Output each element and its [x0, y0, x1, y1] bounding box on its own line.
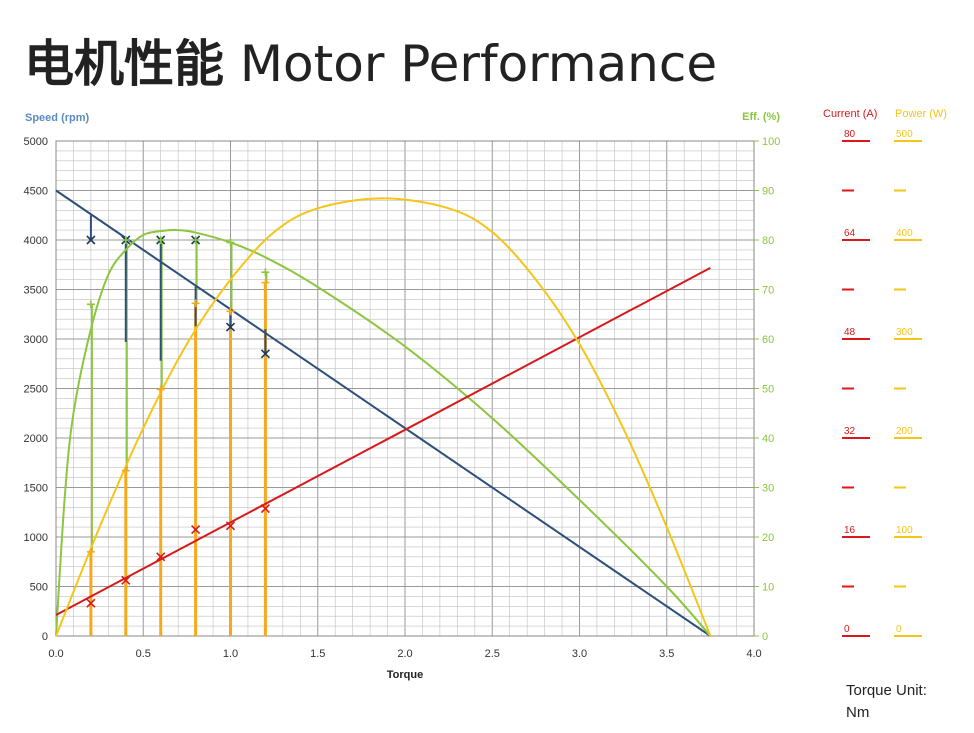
power-marker	[86, 547, 95, 556]
x-tick-label: 1.0	[223, 648, 238, 660]
current-tick-label: 48	[844, 327, 856, 338]
power-tick-label: 200	[896, 426, 913, 437]
series-lines	[55, 189, 712, 637]
power-marker	[226, 307, 235, 316]
efficiency-tick-label: 70	[762, 285, 774, 297]
x-tick-label: 3.5	[659, 648, 674, 660]
x-tick-label: 2.0	[397, 648, 412, 660]
power-tick-label: 500	[896, 129, 913, 140]
speed-line	[55, 189, 711, 637]
x-tick-label: 0.5	[136, 648, 151, 660]
page-title: 电机性能 Motor Performance	[24, 24, 717, 96]
speed-tick-label: 0	[42, 631, 48, 643]
speed-tick-label: 500	[30, 582, 48, 594]
current-tick-label: 32	[844, 426, 856, 437]
current-tick-label: 16	[844, 525, 856, 536]
efficiency-marker	[191, 236, 200, 244]
x-tick-label: 0.0	[48, 648, 63, 660]
current-tick-label: 64	[844, 228, 856, 239]
current-line	[55, 266, 711, 616]
current-marker	[225, 521, 236, 531]
power-line	[55, 197, 712, 637]
power-tick-label: 300	[896, 327, 913, 338]
efficiency-marker	[121, 236, 130, 244]
title-chinese: 电机性能	[24, 35, 224, 93]
x-axis-label: Torque	[387, 669, 423, 681]
current-tick-label: 80	[844, 129, 856, 140]
efficiency-line	[55, 229, 712, 637]
power-tick-label: 0	[896, 624, 902, 635]
current-tick-label: 0	[844, 624, 850, 635]
efficiency-tick-label: 30	[762, 483, 774, 495]
efficiency-tick-label: 90	[762, 186, 774, 198]
power-tick-label: 400	[896, 228, 913, 239]
current-marker	[121, 575, 131, 585]
efficiency-tick-label: 60	[762, 334, 774, 346]
x-tick-label: 1.5	[310, 648, 325, 660]
speed-tick-label: 2000	[24, 433, 48, 445]
efficiency-marker	[156, 236, 165, 244]
efficiency-tick-label: 10	[762, 582, 774, 594]
speed-tick-label: 3000	[24, 334, 48, 346]
speed-tick-label: 3500	[24, 285, 48, 297]
speed-tick-label: 4000	[24, 235, 48, 247]
power-marker	[191, 299, 200, 308]
speed-marker	[225, 322, 236, 332]
axes: 0.0 0.5 1.0 1.5 2.0 2.5 3.0 3.5 4.0Torque0500100…	[24, 108, 947, 681]
efficiency-marker	[226, 238, 235, 247]
power-tick-label: 100	[896, 525, 913, 536]
x-tick-label: 3.0	[572, 648, 587, 660]
torque-unit-note: Torque Unit: Nm	[846, 680, 927, 724]
speed-tick-label: 2500	[24, 384, 48, 396]
torque-unit-value: Nm	[846, 704, 870, 721]
title-english: Motor Performance	[239, 35, 718, 93]
efficiency-tick-label: 50	[762, 384, 774, 396]
efficiency-marker	[261, 268, 270, 277]
measurement-markers	[86, 235, 270, 608]
efficiency-tick-label: 40	[762, 433, 774, 445]
measurement-bars	[89, 215, 268, 636]
power-axis-label: Power (W)	[895, 108, 947, 120]
current-marker	[86, 598, 96, 608]
speed-tick-label: 5000	[24, 136, 48, 148]
efficiency-tick-label: 20	[762, 532, 774, 544]
efficiency-tick-label: 80	[762, 235, 774, 247]
current-marker	[191, 525, 201, 535]
x-tick-label: 2.5	[485, 648, 500, 660]
speed-tick-label: 4500	[24, 186, 48, 198]
efficiency-marker	[86, 300, 95, 309]
power-marker	[121, 466, 130, 475]
current-marker	[260, 503, 270, 514]
power-marker	[261, 278, 270, 287]
speed-tick-label: 1000	[24, 532, 48, 544]
efficiency-tick-label: 100	[762, 136, 780, 148]
speed-axis-label: Speed (rpm)	[25, 112, 90, 124]
current-marker	[156, 552, 166, 562]
x-tick-label: 4.0	[746, 648, 761, 660]
efficiency-axis-label: Eff. (%)	[742, 111, 780, 123]
current-axis-label: Current (A)	[823, 108, 877, 120]
power-marker	[156, 385, 165, 394]
speed-marker	[86, 235, 96, 245]
torque-unit-label: Torque Unit:	[846, 682, 927, 699]
efficiency-tick-label: 0	[762, 631, 768, 643]
speed-marker	[260, 349, 270, 359]
speed-tick-label: 1500	[24, 483, 48, 495]
